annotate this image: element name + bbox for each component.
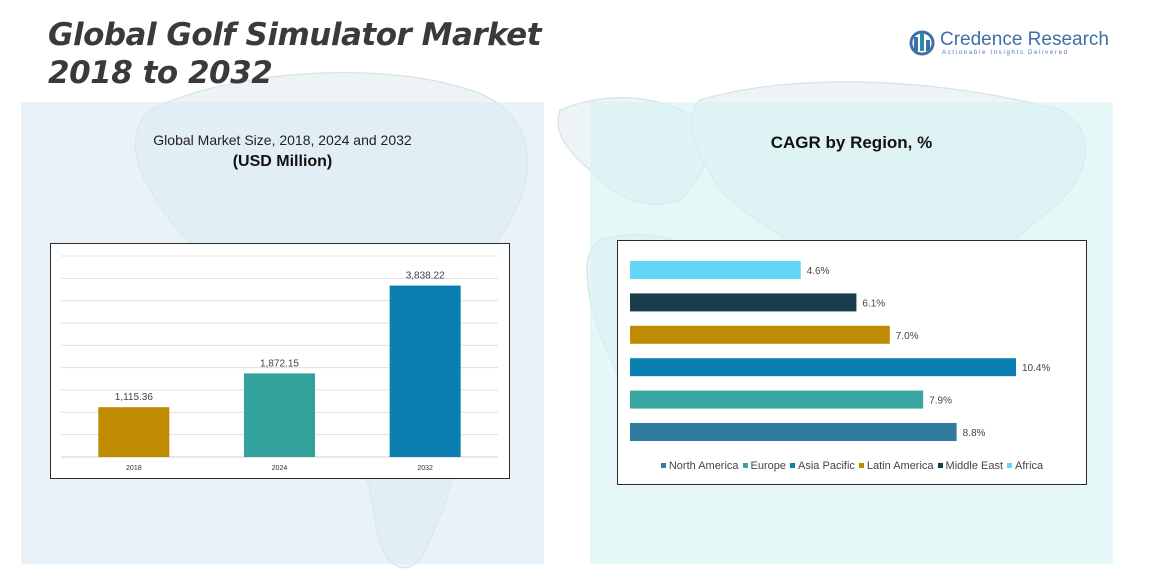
legend-item-middle-east: Middle East [937, 460, 1004, 472]
cagr-chart-title: CAGR by Region, % [770, 133, 933, 152]
cagr-bar-asia-pacific [630, 358, 1016, 377]
logo-name: Credence Research [940, 29, 1109, 50]
bar-2018 [98, 407, 170, 457]
legend-item-latin-america: Latin America [858, 460, 934, 472]
market-size-chart-subtitle: (USD Million) [232, 153, 333, 170]
cagr-bar-north-america [630, 423, 957, 441]
legend-item-asia-pacific: Asia Pacific [790, 460, 855, 472]
cagr-value-label: 10.4% [1022, 363, 1050, 374]
cagr-value-label: 7.0% [896, 331, 919, 342]
legend-item-north-america: North America [660, 460, 739, 472]
legend-swatch [790, 462, 796, 468]
cagr-bar-africa [630, 261, 801, 279]
cagr-horizontal-bar-chart: 4.6% 6.1% 7.0% 10.4% 7.9% 8.8% [630, 261, 1050, 441]
cagr-chart-frame: 4.6% 6.1% 7.0% 10.4% 7.9% 8.8% North America E… [617, 240, 1087, 485]
cagr-value-label: 4.6% [807, 266, 830, 277]
bar-value-label: 1,115.36 [115, 392, 154, 403]
cagr-bar-latin-america [630, 325, 890, 344]
bar-2024 [244, 373, 315, 457]
legend-swatch [858, 462, 864, 468]
legend-swatch [937, 462, 943, 468]
legend-swatch [660, 462, 666, 468]
logo-mark-icon [909, 30, 935, 56]
legend-label: Europe [750, 460, 787, 472]
cagr-value-label: 6.1% [862, 298, 885, 309]
legend-item-europe: Europe [742, 460, 787, 472]
legend-label: Latin America [866, 460, 934, 472]
legend-swatch [1007, 462, 1013, 468]
market-size-panel: Global Market Size, 2018, 2024 and 2032 … [21, 102, 544, 564]
market-size-chart-title: Global Market Size, 2018, 2024 and 2032 [153, 132, 412, 148]
credence-research-logo: Credence Research Actionable Insights De… [908, 28, 1109, 62]
market-size-chart-frame: 1,115.36 2018 1,872.15 2024 3,838.22 2032 [50, 243, 510, 479]
cagr-value-label: 7.9% [929, 396, 952, 407]
legend-swatch [742, 462, 748, 468]
legend-label: Middle East [945, 460, 1004, 472]
cagr-value-label: 8.8% [963, 428, 986, 439]
cagr-bar-middle-east [630, 293, 857, 312]
cagr-legend: North America Europe Asia Pacific Latin Ame… [618, 460, 1086, 472]
legend-label: North America [668, 460, 739, 472]
x-tick-label: 2018 [126, 465, 142, 472]
bar-value-label: 1,872.15 [260, 358, 299, 369]
legend-label: Asia Pacific [798, 460, 855, 472]
bar-value-label: 3,838.22 [406, 271, 445, 282]
legend-item-africa: Africa [1007, 460, 1043, 472]
bar-2032 [389, 285, 461, 457]
cagr-panel: CAGR by Region, % 4.6% 6.1% 7.0% 10.4% 7.9% 8… [590, 102, 1113, 564]
market-size-bar-chart: 1,115.36 2018 1,872.15 2024 3,838.22 2032 [61, 255, 498, 472]
legend-label: Africa [1015, 460, 1044, 472]
cagr-bar-europe [630, 390, 924, 409]
x-tick-label: 2032 [417, 465, 433, 472]
page-title: Global Golf Simulator Market 2018 to 203… [48, 16, 542, 92]
x-tick-label: 2024 [272, 465, 288, 472]
logo-tagline: Actionable Insights Delivered [942, 50, 1069, 56]
title-line-1: Global Golf Simulator Market [48, 17, 542, 53]
title-line-2: 2018 to 2032 [48, 55, 273, 91]
